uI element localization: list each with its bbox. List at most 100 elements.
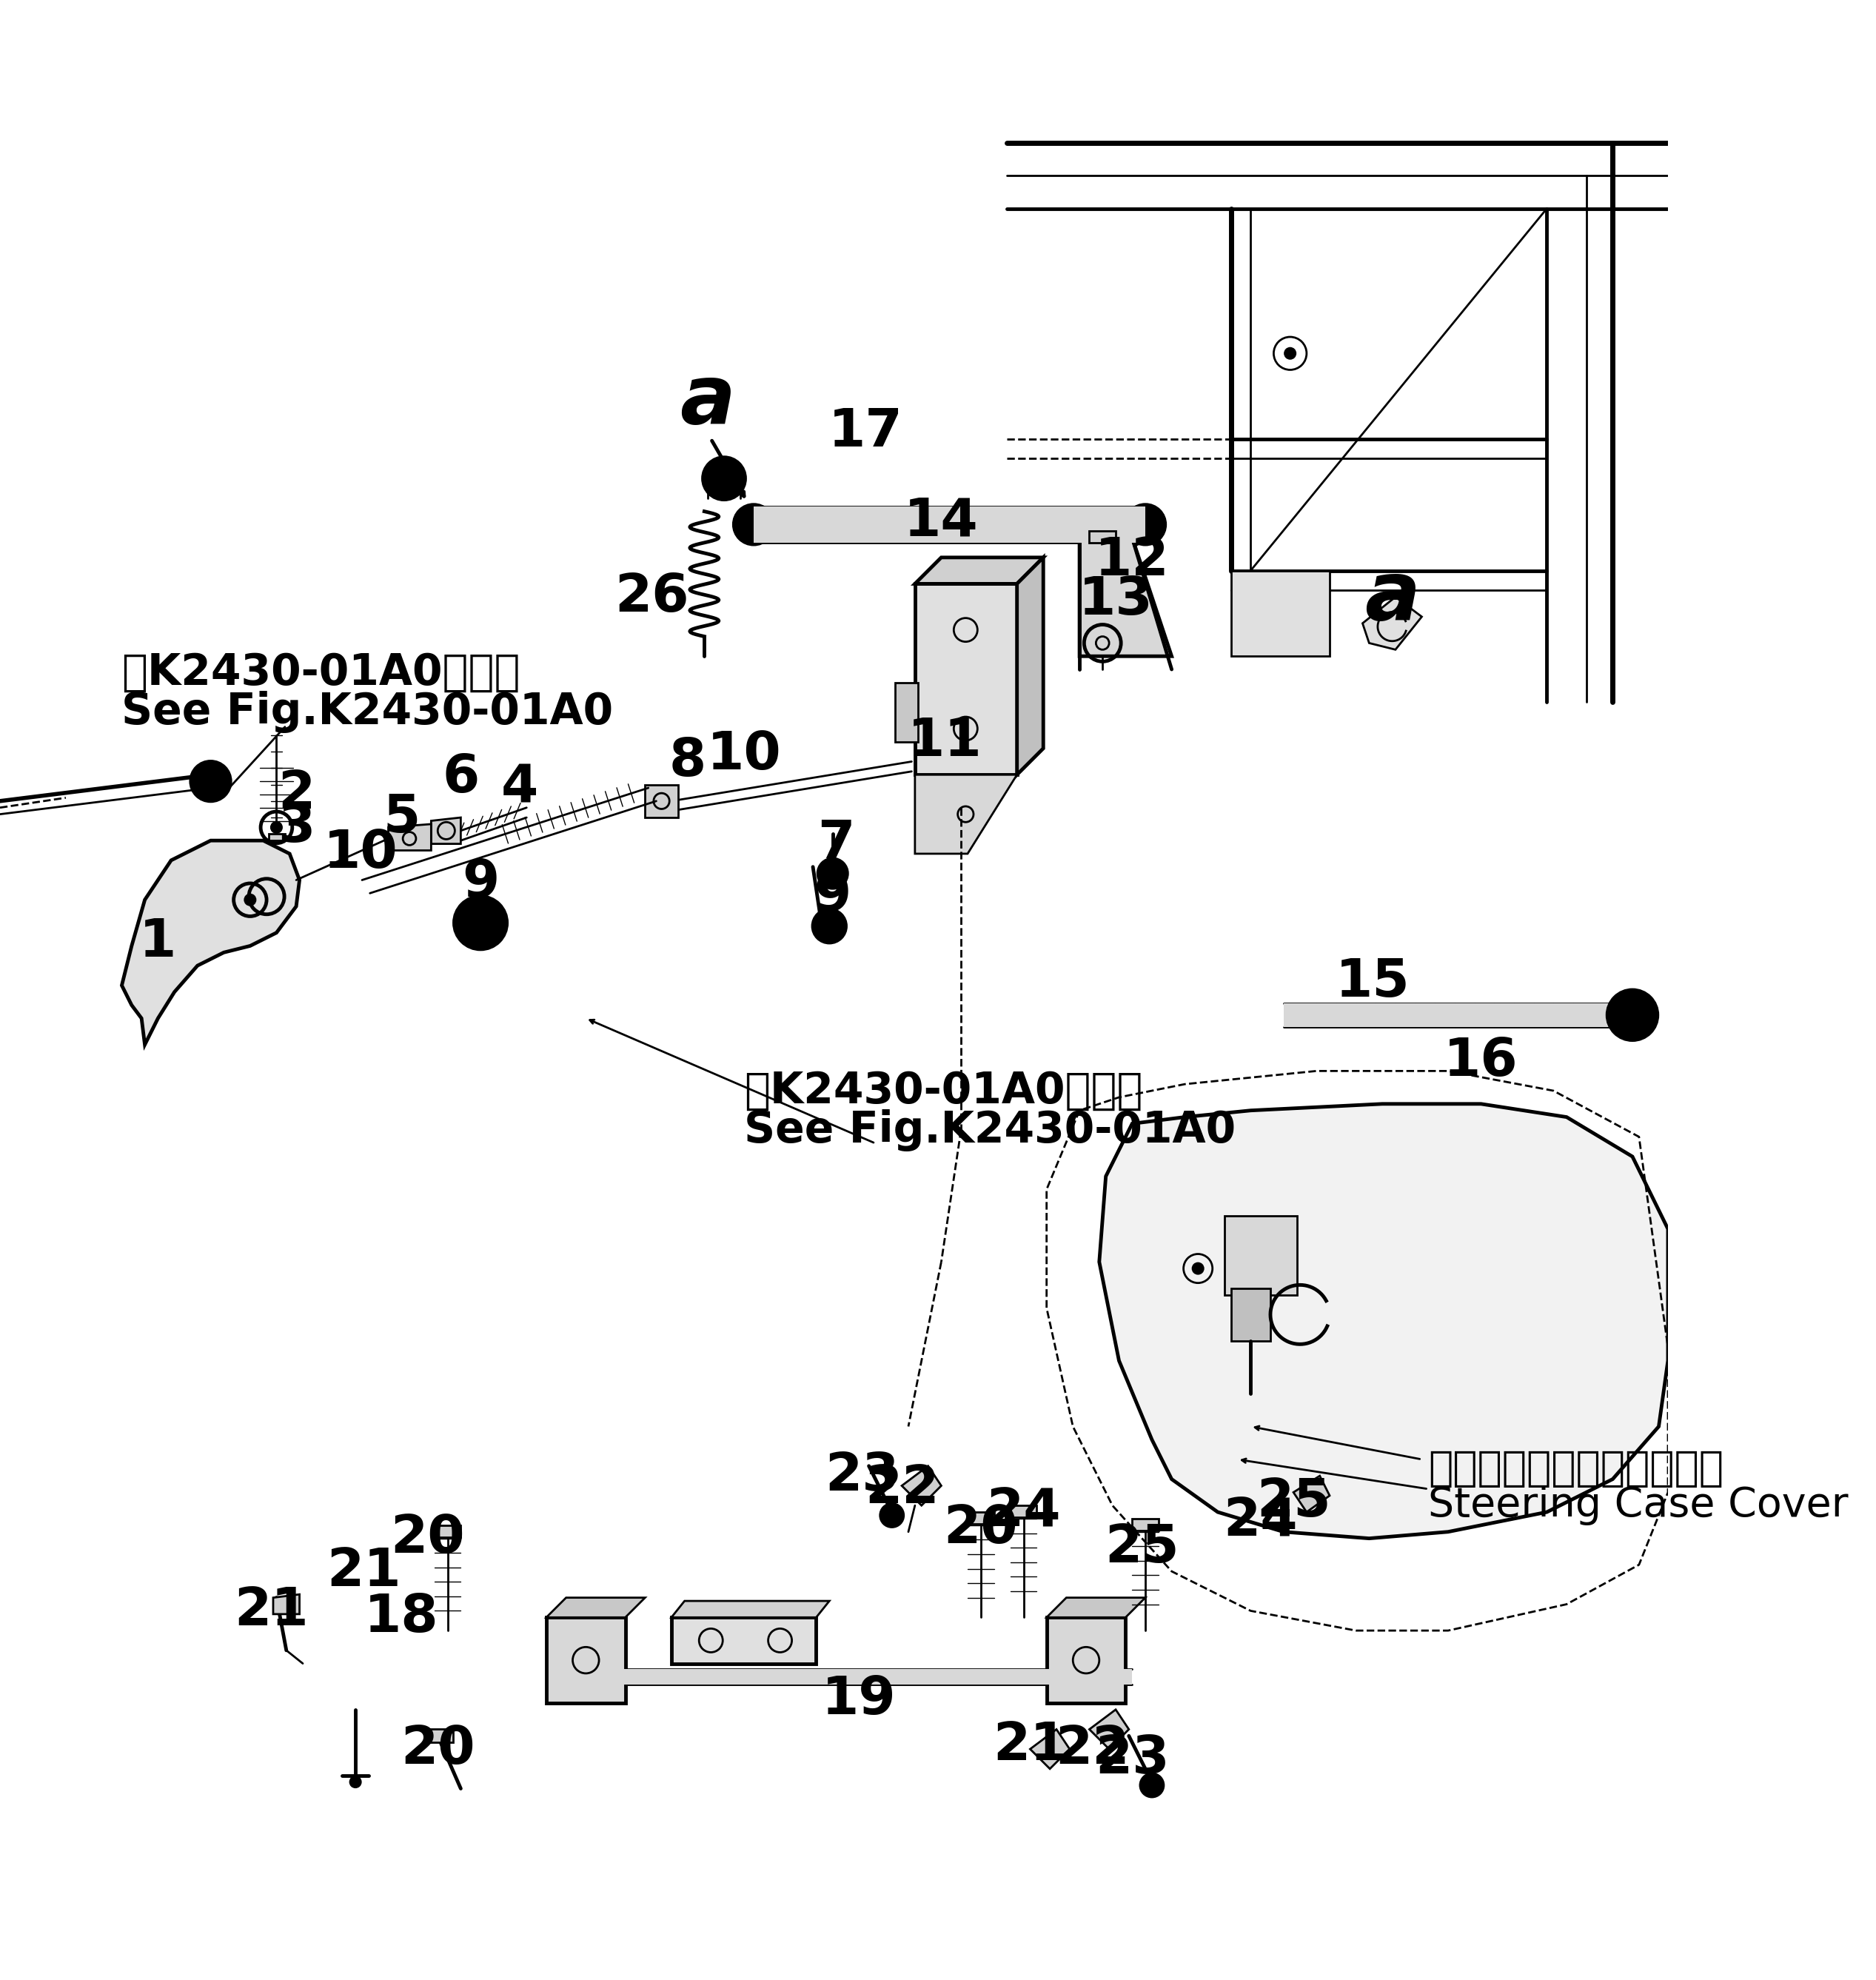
Text: 21: 21 [326, 1546, 401, 1596]
Text: 24: 24 [1223, 1497, 1298, 1548]
Text: 13: 13 [1079, 574, 1154, 626]
Text: 19: 19 [822, 1675, 897, 1725]
Polygon shape [672, 1618, 816, 1663]
Text: 第K2430-01A0図参照: 第K2430-01A0図参照 [122, 651, 520, 693]
Text: See Fig.K2430-01A0: See Fig.K2430-01A0 [122, 691, 613, 733]
Text: 20: 20 [944, 1503, 1019, 1554]
Text: 2: 2 [278, 768, 315, 820]
Bar [754, 507, 1146, 543]
Polygon shape [1090, 1709, 1129, 1748]
Text: 12: 12 [1096, 535, 1169, 586]
Text: 17: 17 [829, 406, 902, 457]
Text: 7: 7 [818, 818, 855, 869]
Bar [1090, 531, 1116, 543]
Circle shape [812, 909, 846, 942]
Text: See Fig.K2430-01A0: See Fig.K2430-01A0 [743, 1109, 1236, 1150]
Text: 14: 14 [904, 495, 979, 546]
Polygon shape [1225, 1216, 1296, 1295]
Polygon shape [1231, 1289, 1270, 1340]
Polygon shape [1030, 1729, 1069, 1768]
Polygon shape [388, 824, 431, 851]
Text: 9: 9 [461, 857, 499, 909]
Polygon shape [1047, 1598, 1146, 1618]
Text: a: a [679, 360, 735, 440]
Text: 25: 25 [1257, 1477, 1330, 1529]
Polygon shape [1231, 570, 1330, 655]
Circle shape [824, 921, 835, 931]
Bar [1131, 1519, 1159, 1531]
Circle shape [246, 895, 255, 905]
Circle shape [1126, 505, 1165, 544]
Polygon shape [546, 1598, 645, 1618]
Circle shape [1285, 348, 1296, 358]
Polygon shape [915, 584, 1017, 774]
Bar [968, 1513, 994, 1525]
Bar [426, 1729, 452, 1742]
Text: 8: 8 [670, 737, 707, 788]
Circle shape [880, 1503, 904, 1527]
Bar [268, 834, 285, 841]
Circle shape [272, 822, 281, 834]
Circle shape [454, 897, 507, 948]
Bar [1283, 1004, 1619, 1028]
Text: Steering Case Cover: Steering Case Cover [1428, 1485, 1848, 1525]
Text: 11: 11 [908, 717, 981, 768]
Polygon shape [645, 784, 677, 818]
Circle shape [191, 762, 231, 802]
Text: 24: 24 [987, 1487, 1060, 1538]
Text: 3: 3 [278, 802, 315, 853]
Circle shape [749, 519, 760, 531]
Polygon shape [895, 683, 917, 742]
Circle shape [1193, 1263, 1203, 1273]
Text: 21: 21 [992, 1721, 1067, 1772]
Bar [559, 1669, 1131, 1685]
Polygon shape [1079, 539, 1172, 655]
Text: a: a [1364, 556, 1420, 638]
Circle shape [1623, 1006, 1642, 1024]
Bar [435, 1525, 461, 1536]
Text: 22: 22 [1056, 1723, 1129, 1774]
Circle shape [351, 1776, 360, 1788]
Text: 4: 4 [501, 762, 538, 814]
Text: 1: 1 [139, 917, 176, 968]
Polygon shape [1099, 1105, 1668, 1538]
Polygon shape [546, 1618, 625, 1703]
Polygon shape [1017, 558, 1043, 774]
Text: 5: 5 [383, 792, 420, 843]
Text: 21: 21 [234, 1586, 308, 1635]
Text: 9: 9 [814, 871, 852, 923]
Bar [1011, 1505, 1037, 1517]
Circle shape [1141, 519, 1150, 531]
Text: 23: 23 [825, 1449, 899, 1501]
Text: 20: 20 [390, 1513, 465, 1564]
Text: 第K2430-01A0図参照: 第K2430-01A0図参照 [743, 1069, 1142, 1113]
Circle shape [715, 469, 734, 489]
Text: 6: 6 [443, 752, 480, 804]
Polygon shape [122, 842, 300, 1045]
Polygon shape [1293, 1475, 1330, 1513]
Circle shape [734, 505, 773, 544]
Polygon shape [274, 1594, 300, 1614]
Circle shape [1141, 1774, 1163, 1798]
Circle shape [818, 859, 848, 887]
Text: 15: 15 [1336, 956, 1409, 1008]
Polygon shape [672, 1602, 829, 1618]
Polygon shape [915, 774, 1017, 853]
Text: 16: 16 [1445, 1036, 1518, 1087]
Polygon shape [1047, 1618, 1126, 1703]
Text: 23: 23 [1096, 1732, 1169, 1784]
Circle shape [471, 913, 490, 933]
Polygon shape [431, 818, 461, 843]
Polygon shape [915, 558, 1043, 584]
Polygon shape [902, 1465, 942, 1505]
Text: ステアリングケースカバー: ステアリングケースカバー [1428, 1449, 1724, 1489]
Circle shape [1608, 990, 1657, 1040]
Text: 25: 25 [1105, 1523, 1180, 1574]
Text: 26: 26 [615, 572, 688, 622]
Polygon shape [1362, 596, 1422, 649]
Circle shape [704, 457, 745, 499]
Text: 10: 10 [323, 828, 398, 879]
Text: 18: 18 [364, 1592, 439, 1643]
Text: 20: 20 [400, 1723, 475, 1774]
Text: 10: 10 [707, 729, 780, 780]
